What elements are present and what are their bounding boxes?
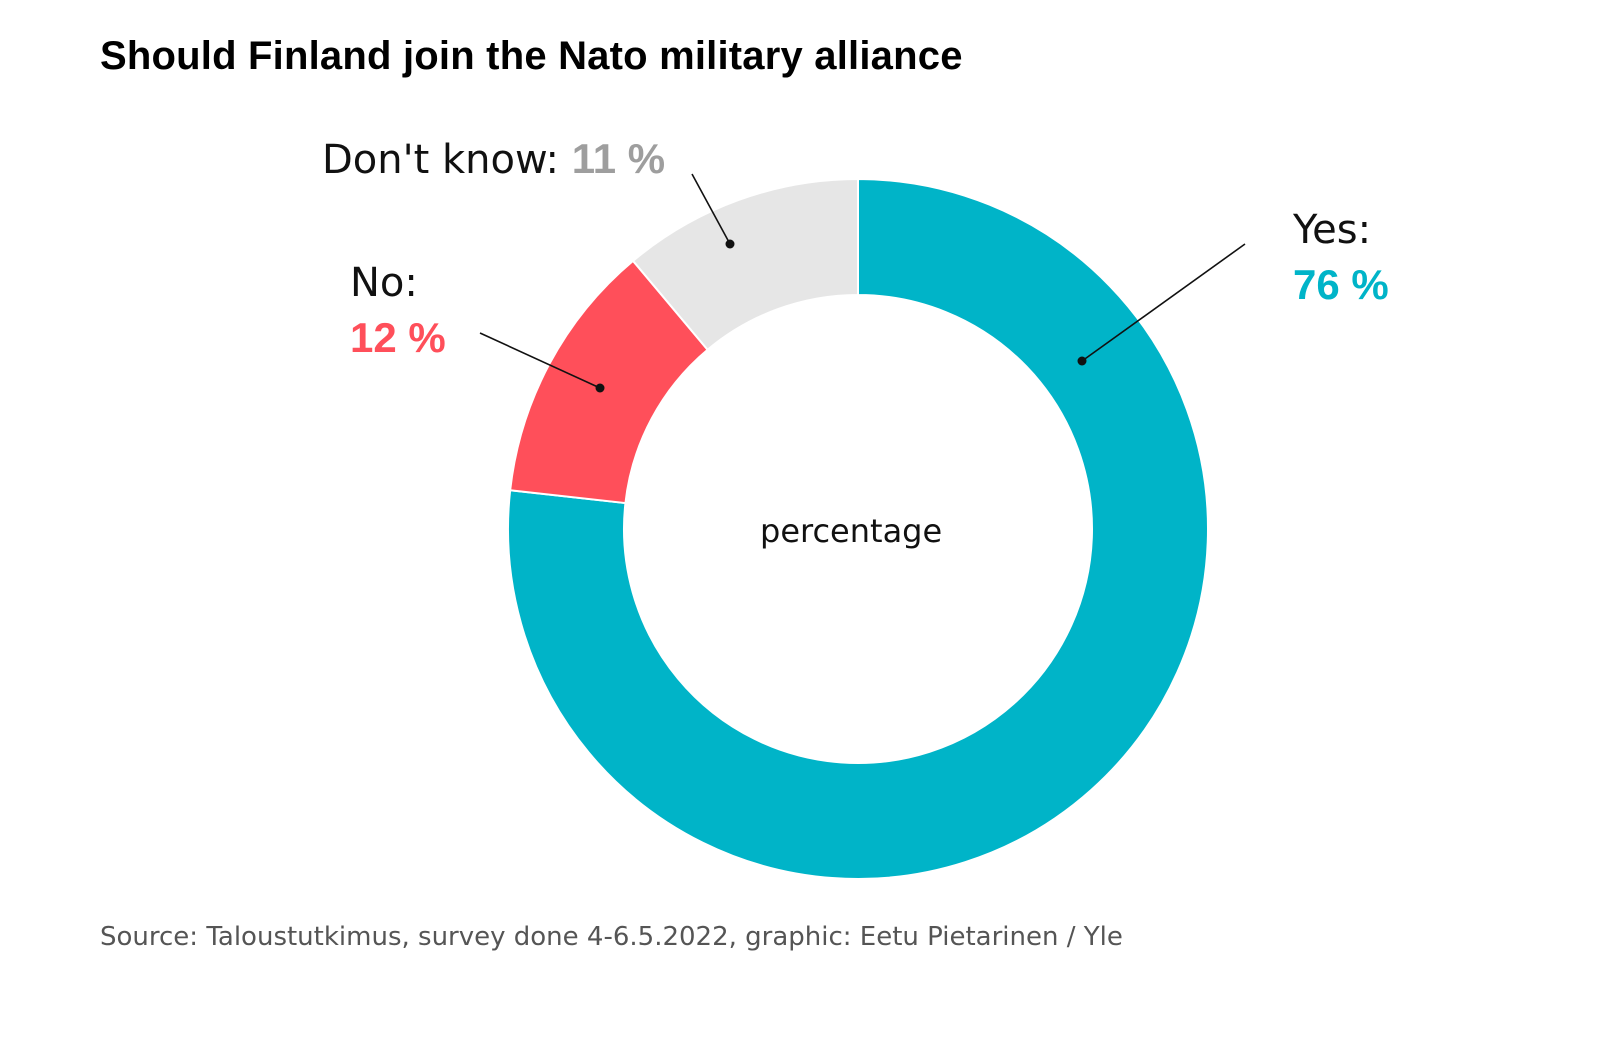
- chart-title: Should Finland join the Nato military al…: [100, 34, 963, 78]
- leader-line-no: [479, 332, 601, 389]
- source-note: Source: Taloustutkimus, survey done 4-6.…: [100, 922, 1123, 952]
- label-yes-value: 76 %: [1293, 261, 1389, 308]
- label-yes-name: Yes:: [1293, 207, 1372, 253]
- leader-dot-yes: [1077, 356, 1087, 366]
- label-yes: Yes: 76 %: [1293, 210, 1389, 306]
- slice-dont-know: [631, 177, 859, 352]
- label-no: No: 12 %: [350, 263, 446, 359]
- slice-yes: [507, 177, 1209, 880]
- label-no-name: No:: [350, 260, 418, 306]
- label-dont-know-value: 11 %: [571, 135, 666, 182]
- slices: [507, 177, 1209, 880]
- leader-dot-dont-know: [725, 239, 735, 249]
- leader-lines: [479, 173, 1246, 393]
- center-label: percentage: [760, 512, 943, 550]
- leader-dot-no: [595, 383, 605, 393]
- label-no-value: 12 %: [350, 314, 446, 361]
- label-dont-know-name: Don't know:: [322, 137, 560, 183]
- leader-line-yes: [1081, 243, 1246, 362]
- label-dont-know: Don't know: 11 %: [322, 135, 666, 183]
- leader-line-dont-know: [691, 173, 731, 245]
